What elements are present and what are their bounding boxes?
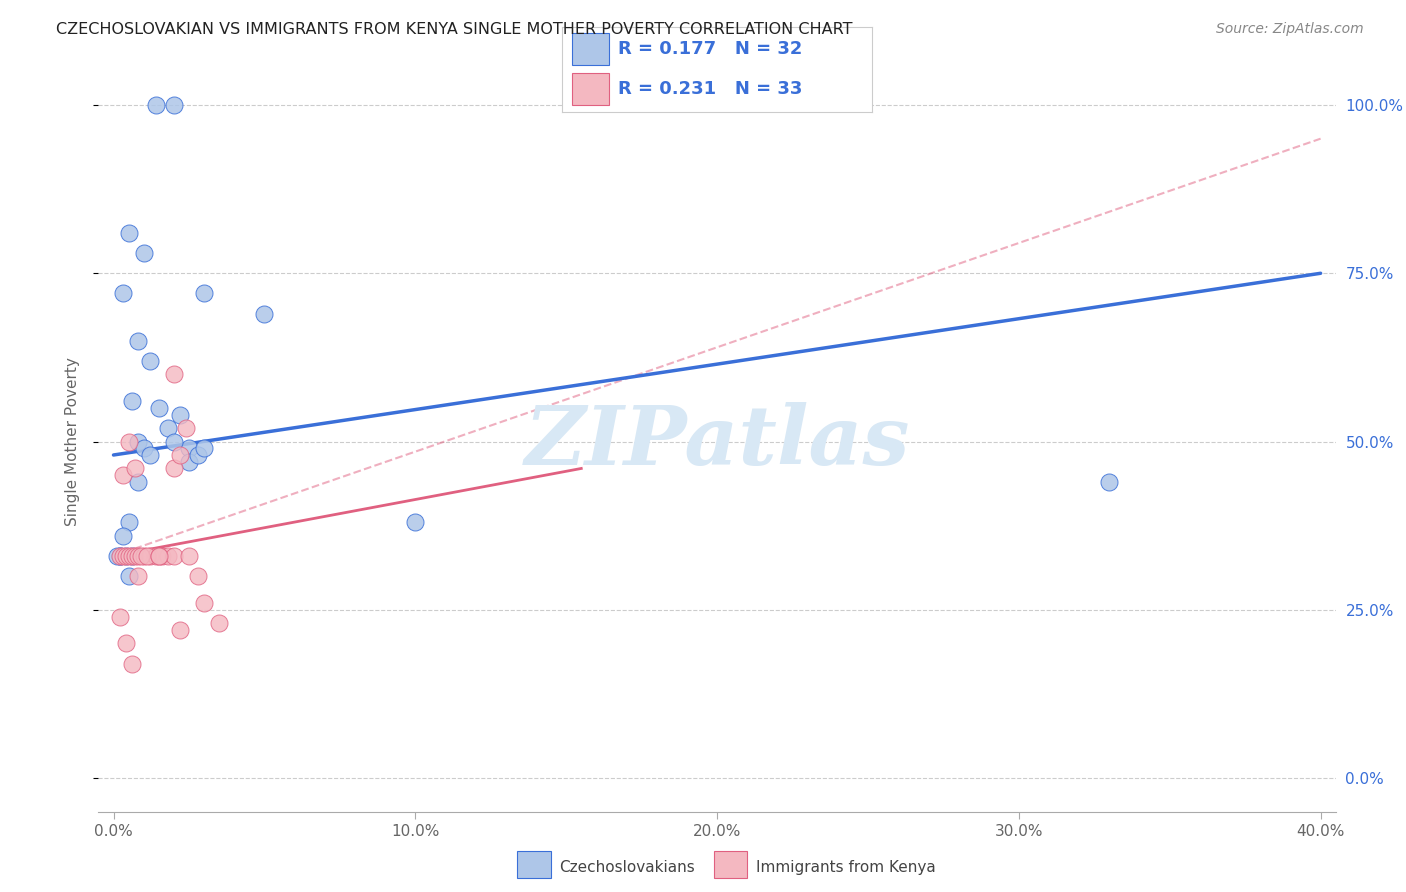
- Point: [404, 516, 426, 530]
- Bar: [572, 33, 609, 65]
- Point: [117, 226, 139, 240]
- Point: [193, 442, 215, 456]
- Point: [129, 549, 152, 563]
- Point: [132, 549, 155, 563]
- Point: [111, 529, 134, 543]
- Text: Czechoslovakians: Czechoslovakians: [560, 860, 696, 874]
- Text: R = 0.177   N = 32: R = 0.177 N = 32: [619, 40, 803, 58]
- Point: [135, 549, 157, 563]
- Point: [177, 442, 200, 456]
- Point: [156, 421, 179, 435]
- Point: [208, 616, 231, 631]
- Point: [193, 596, 215, 610]
- Point: [127, 434, 149, 449]
- Point: [121, 549, 143, 563]
- Point: [148, 549, 170, 563]
- Point: [163, 461, 186, 475]
- Point: [174, 421, 197, 435]
- Text: ZIPatlas: ZIPatlas: [524, 401, 910, 482]
- Point: [124, 549, 146, 563]
- Point: [117, 434, 139, 449]
- Point: [121, 657, 143, 671]
- Point: [145, 549, 167, 563]
- Point: [138, 353, 160, 368]
- Point: [127, 549, 149, 563]
- Point: [127, 475, 149, 489]
- Point: [108, 549, 131, 563]
- Point: [127, 569, 149, 583]
- Point: [187, 569, 209, 583]
- Point: [114, 549, 136, 563]
- Point: [124, 461, 146, 475]
- Point: [108, 549, 131, 563]
- Bar: [572, 72, 609, 104]
- Point: [108, 609, 131, 624]
- Point: [127, 334, 149, 348]
- Text: CZECHOSLOVAKIAN VS IMMIGRANTS FROM KENYA SINGLE MOTHER POVERTY CORRELATION CHART: CZECHOSLOVAKIAN VS IMMIGRANTS FROM KENYA…: [56, 22, 853, 37]
- Point: [132, 442, 155, 456]
- Text: Immigrants from Kenya: Immigrants from Kenya: [756, 860, 936, 874]
- Point: [138, 549, 160, 563]
- Point: [114, 636, 136, 650]
- Point: [121, 394, 143, 409]
- Point: [163, 368, 186, 382]
- Point: [117, 569, 139, 583]
- Point: [117, 549, 139, 563]
- Point: [145, 98, 167, 112]
- Bar: [714, 851, 748, 878]
- Point: [163, 549, 186, 563]
- Point: [163, 434, 186, 449]
- Point: [114, 549, 136, 563]
- Point: [132, 246, 155, 260]
- Point: [108, 549, 131, 563]
- Point: [177, 549, 200, 563]
- Point: [169, 408, 191, 422]
- Point: [1098, 475, 1121, 489]
- Point: [148, 549, 170, 563]
- Text: R = 0.231   N = 33: R = 0.231 N = 33: [619, 79, 803, 97]
- Point: [111, 286, 134, 301]
- Bar: [517, 851, 551, 878]
- Point: [193, 286, 215, 301]
- Point: [163, 98, 186, 112]
- Point: [111, 549, 134, 563]
- Point: [105, 549, 128, 563]
- Point: [253, 307, 276, 321]
- Point: [111, 468, 134, 483]
- Point: [177, 455, 200, 469]
- Text: Source: ZipAtlas.com: Source: ZipAtlas.com: [1216, 22, 1364, 37]
- Point: [187, 448, 209, 462]
- Point: [117, 516, 139, 530]
- Point: [150, 549, 173, 563]
- Point: [138, 448, 160, 462]
- Y-axis label: Single Mother Poverty: Single Mother Poverty: [65, 357, 80, 526]
- Point: [148, 401, 170, 415]
- Point: [169, 623, 191, 637]
- Point: [121, 549, 143, 563]
- Point: [156, 549, 179, 563]
- Point: [169, 448, 191, 462]
